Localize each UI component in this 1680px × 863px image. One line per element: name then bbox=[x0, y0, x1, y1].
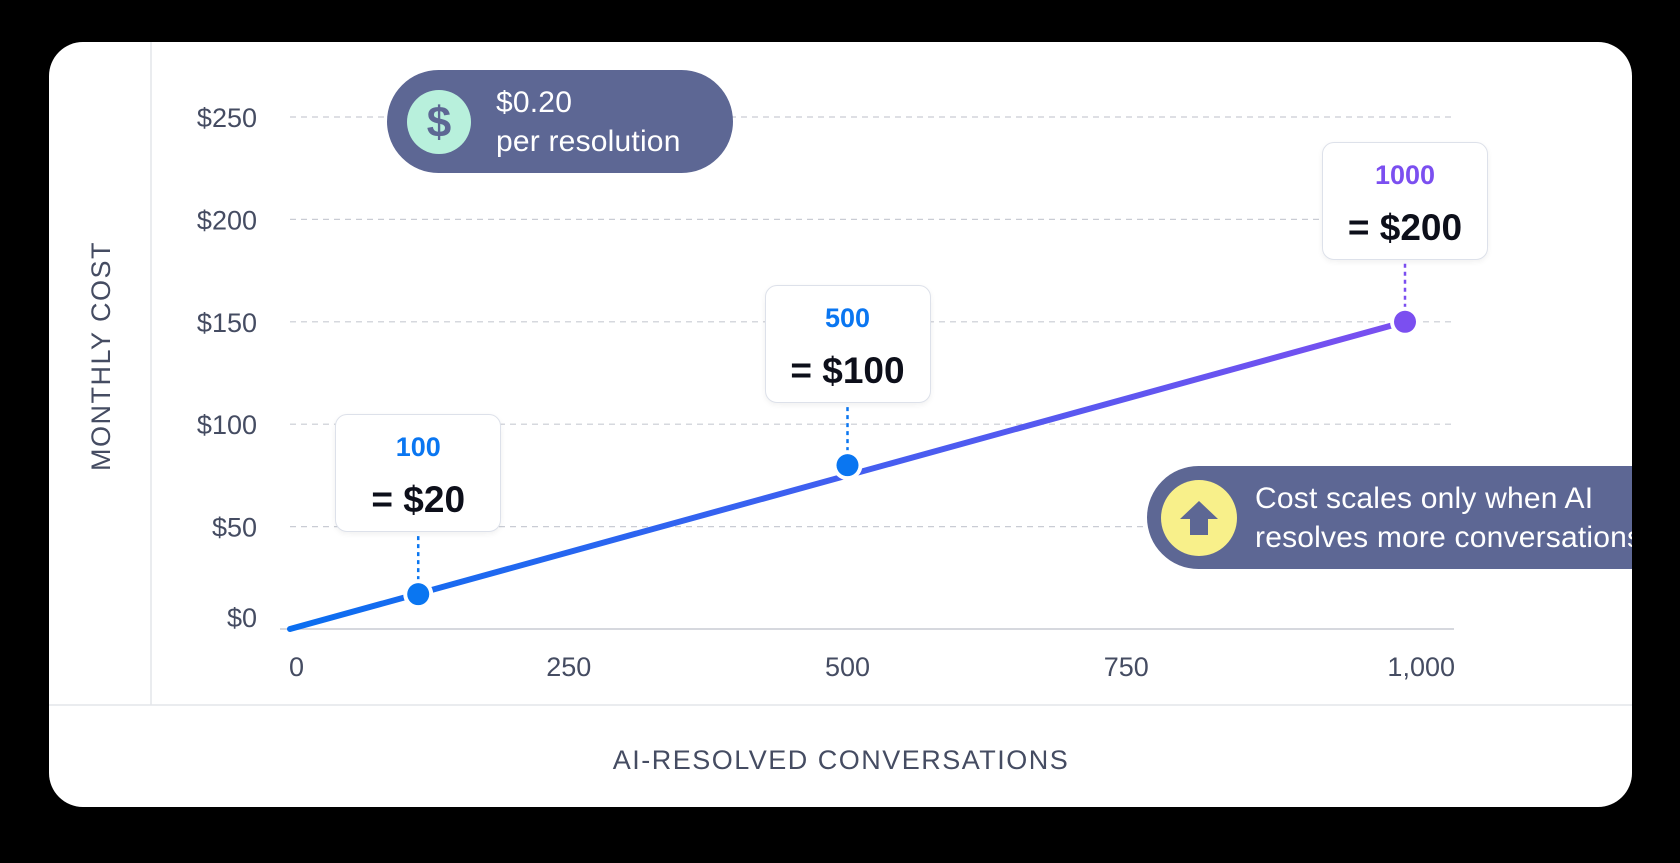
callout-count: 100 bbox=[395, 432, 441, 463]
y-tick-label: $150 bbox=[197, 308, 257, 338]
y-tick-label: $250 bbox=[197, 103, 257, 133]
y-tick-label: $50 bbox=[212, 513, 257, 543]
data-point bbox=[1394, 310, 1416, 333]
scale-annotation-line2: resolves more conversations bbox=[1255, 520, 1632, 554]
svg-text:$: $ bbox=[427, 99, 451, 145]
callout-count: 1000 bbox=[1374, 159, 1436, 190]
x-tick-label: 0 bbox=[289, 652, 304, 682]
price-annotation: $ $0.20 per resolution bbox=[387, 70, 733, 173]
point-callout: 100 = $20 bbox=[335, 414, 502, 533]
data-point bbox=[836, 454, 859, 477]
line-chart: MONTHLY COST AI-RESOLVED CONVERSATIONS $… bbox=[49, 42, 1632, 775]
y-tick-label: $100 bbox=[197, 410, 257, 440]
y-axis-title: MONTHLY COST bbox=[86, 241, 116, 471]
x-tick-label: 1,000 bbox=[1387, 652, 1455, 682]
scale-annotation-line1: Cost scales only when AI bbox=[1255, 481, 1594, 515]
x-axis-title: AI-RESOLVED CONVERSATIONS bbox=[613, 745, 1070, 775]
price-annotation-value: $0.20 bbox=[496, 85, 573, 119]
point-callout: 500 = $100 bbox=[764, 285, 931, 404]
callout-cost: = $100 bbox=[790, 350, 905, 392]
arrow-up-icon bbox=[1161, 479, 1237, 556]
dollar-icon: $ bbox=[407, 89, 471, 154]
x-tick-label: 500 bbox=[825, 652, 870, 682]
x-tick-label: 750 bbox=[1104, 652, 1149, 682]
callout-cost: = $20 bbox=[371, 479, 466, 521]
callout-cost: = $200 bbox=[1347, 206, 1463, 248]
y-tick-label: $200 bbox=[197, 205, 257, 235]
callout-count: 500 bbox=[824, 303, 871, 334]
price-annotation-unit: per resolution bbox=[496, 124, 681, 158]
point-callout: 1000 = $200 bbox=[1322, 141, 1488, 260]
x-tick-label: 250 bbox=[546, 652, 591, 682]
scale-annotation: Cost scales only when AI resolves more c… bbox=[1147, 466, 1632, 569]
y-tick-label: $0 bbox=[227, 603, 257, 633]
chart-card: MONTHLY COST AI-RESOLVED CONVERSATIONS $… bbox=[49, 42, 1632, 807]
data-point bbox=[407, 583, 430, 606]
